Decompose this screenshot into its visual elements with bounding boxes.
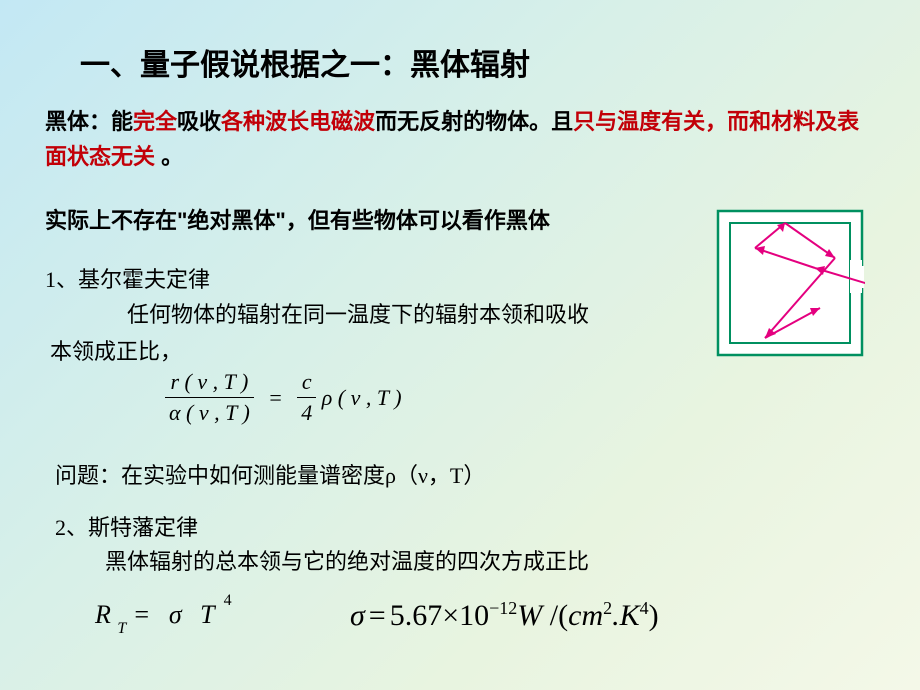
kirchhoff-law-text: 任何物体的辐射在同一温度下的辐射本领和吸收本领成正比， bbox=[50, 296, 610, 371]
fraction-left: r ( v , T ) α ( v , T ) bbox=[165, 369, 254, 426]
sig-tensup: −12 bbox=[489, 598, 517, 618]
note-paragraph: 实际上不存在"绝对黑体"，但有些物体可以看作黑体 bbox=[45, 204, 615, 237]
sig-rp: ) bbox=[649, 599, 659, 632]
sig-cm: cm bbox=[568, 599, 603, 632]
sig-lp: ( bbox=[558, 599, 568, 632]
stefan-law-title: 2、斯特藩定律 bbox=[55, 510, 198, 542]
kirchhoff-law-title: 1、基尔霍夫定律 bbox=[45, 262, 210, 294]
def-t3: 而无反射的物体。且 bbox=[375, 109, 573, 134]
sig-mul: × bbox=[442, 599, 459, 632]
def-t2: 吸收 bbox=[177, 109, 221, 134]
question-text: 问题：在实验中如何测能量谱密度ρ（ν，T） bbox=[55, 458, 485, 490]
stefan-law-text: 黑体辐射的总本领与它的绝对温度的四次方成正比 bbox=[105, 544, 589, 576]
def-r1: 完全 bbox=[133, 109, 177, 134]
sig-ten: 10 bbox=[459, 599, 489, 632]
sig-slash: / bbox=[542, 599, 558, 632]
kirchhoff-formula: r ( v , T ) α ( v , T ) = c 4 ρ ( v , T … bbox=[165, 369, 465, 444]
rho-term: ρ ( v , T ) bbox=[322, 385, 402, 411]
stefan-formula: R T = σ T4 bbox=[95, 600, 229, 634]
sig-eq: = bbox=[365, 599, 390, 632]
R-sub: T bbox=[117, 620, 126, 637]
sigma-value-formula: σ=5.67×10−12W /(cm2.K4) bbox=[350, 598, 659, 633]
power-4: 4 bbox=[224, 592, 232, 609]
sig-cmsup: 2 bbox=[603, 598, 612, 618]
section-title: 一、量子假说根据之一：黑体辐射 bbox=[80, 40, 530, 84]
cavity-gap bbox=[850, 266, 864, 288]
sigma-sym: σ bbox=[350, 599, 365, 632]
fraction-right: c 4 bbox=[297, 369, 316, 426]
eq-sigma-T: = σ T bbox=[133, 600, 221, 629]
fraction-right-den: 4 bbox=[297, 398, 316, 426]
def-t4: 。 bbox=[155, 144, 183, 169]
blackbody-cavity-diagram bbox=[715, 208, 865, 358]
equals-sign: = bbox=[259, 385, 291, 411]
R-base: R bbox=[95, 600, 111, 629]
fraction-right-num: c bbox=[297, 369, 316, 398]
sig-dot: .K bbox=[612, 599, 640, 632]
def-t1: 黑体：能 bbox=[45, 109, 133, 134]
sig-ksup: 4 bbox=[640, 598, 649, 618]
fraction-left-num: r ( v , T ) bbox=[165, 369, 254, 398]
fraction-left-den: α ( v , T ) bbox=[165, 398, 254, 426]
sig-w: W bbox=[517, 599, 542, 632]
outer-box bbox=[718, 211, 862, 355]
def-r2: 各种波长电磁波 bbox=[221, 109, 375, 134]
sig-val: 5.67 bbox=[390, 599, 443, 632]
definition-paragraph: 黑体：能完全吸收各种波长电磁波而无反射的物体。且只与温度有关，而和材料及表面状态… bbox=[45, 104, 865, 174]
